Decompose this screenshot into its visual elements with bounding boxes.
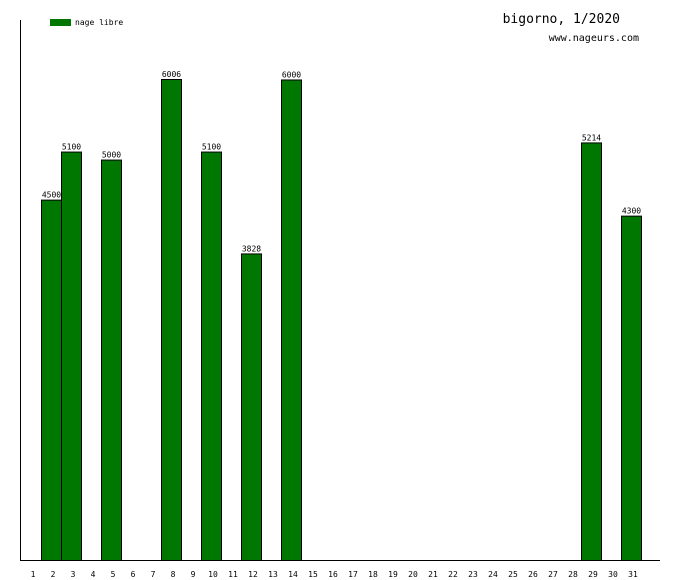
x-tick-label: 22 <box>448 570 458 579</box>
bar-value-label: 3828 <box>242 244 261 253</box>
x-tick-label: 10 <box>208 570 218 579</box>
x-tick-label: 13 <box>268 570 278 579</box>
x-tick-label: 19 <box>388 570 398 579</box>
bars <box>41 79 642 562</box>
x-tick-label: 1 <box>31 570 36 579</box>
x-tick-label: 9 <box>191 570 196 579</box>
bar <box>41 199 62 561</box>
x-tick-label: 3 <box>71 570 76 579</box>
bar-value-label: 5000 <box>102 151 121 160</box>
x-tick-label: 16 <box>328 570 338 579</box>
bar <box>101 159 122 561</box>
x-tick-labels: 1 2 3 4 5 6 7 8 9 10 11 12 13 14 15 16 17 18 19 20 21 22 23 24 2… <box>31 570 638 579</box>
legend: nage libre <box>50 18 123 27</box>
x-tick-label: 26 <box>528 570 538 579</box>
x-tick-label: 8 <box>171 570 176 579</box>
x-tick-label: 30 <box>608 570 618 579</box>
axes <box>20 20 660 561</box>
chart-title: bigorno, 1/2020 <box>503 12 620 27</box>
bar <box>161 79 182 561</box>
value-labels: 4500 5100 5000 6006 5100 3828 6000 5214 4300 <box>42 70 641 253</box>
bar-value-label: 4500 <box>42 191 61 200</box>
x-tick-label: 6 <box>131 570 136 579</box>
x-tick-label: 14 <box>288 570 298 579</box>
bar <box>61 151 82 561</box>
x-tick-label: 17 <box>348 570 358 579</box>
x-tick-label: 2 <box>51 570 56 579</box>
bar-value-label: 6000 <box>282 70 301 79</box>
x-tick-label: 29 <box>588 570 598 579</box>
x-tick-label: 7 <box>151 570 156 579</box>
x-tick-label: 12 <box>248 570 258 579</box>
x-tick-label: 27 <box>548 570 558 579</box>
bar-value-label: 5100 <box>62 143 81 152</box>
bar-value-label: 5100 <box>202 143 221 152</box>
bar-value-label: 4300 <box>622 207 641 216</box>
bar <box>281 79 302 561</box>
x-tick-label: 28 <box>568 570 578 579</box>
x-tick-label: 18 <box>368 570 378 579</box>
x-tick-label: 15 <box>308 570 318 579</box>
x-tick-label: 4 <box>91 570 96 579</box>
legend-label: nage libre <box>75 18 123 27</box>
x-tick-label: 11 <box>228 570 238 579</box>
bar <box>241 253 262 562</box>
bar <box>581 142 602 562</box>
bar-value-label: 5214 <box>582 133 601 142</box>
chart-subtitle: www.nageurs.com <box>549 33 639 44</box>
x-tick-label: 5 <box>111 570 116 579</box>
legend-swatch <box>50 19 71 26</box>
bar <box>621 215 642 561</box>
x-tick-label: 20 <box>408 570 418 579</box>
x-tick-label: 21 <box>428 570 438 579</box>
x-tick-label: 25 <box>508 570 518 579</box>
x-tick-label: 24 <box>488 570 498 579</box>
bar-value-label: 6006 <box>162 70 181 79</box>
bar <box>201 151 222 561</box>
x-tick-label: 31 <box>628 570 638 579</box>
x-tick-label: 23 <box>468 570 478 579</box>
